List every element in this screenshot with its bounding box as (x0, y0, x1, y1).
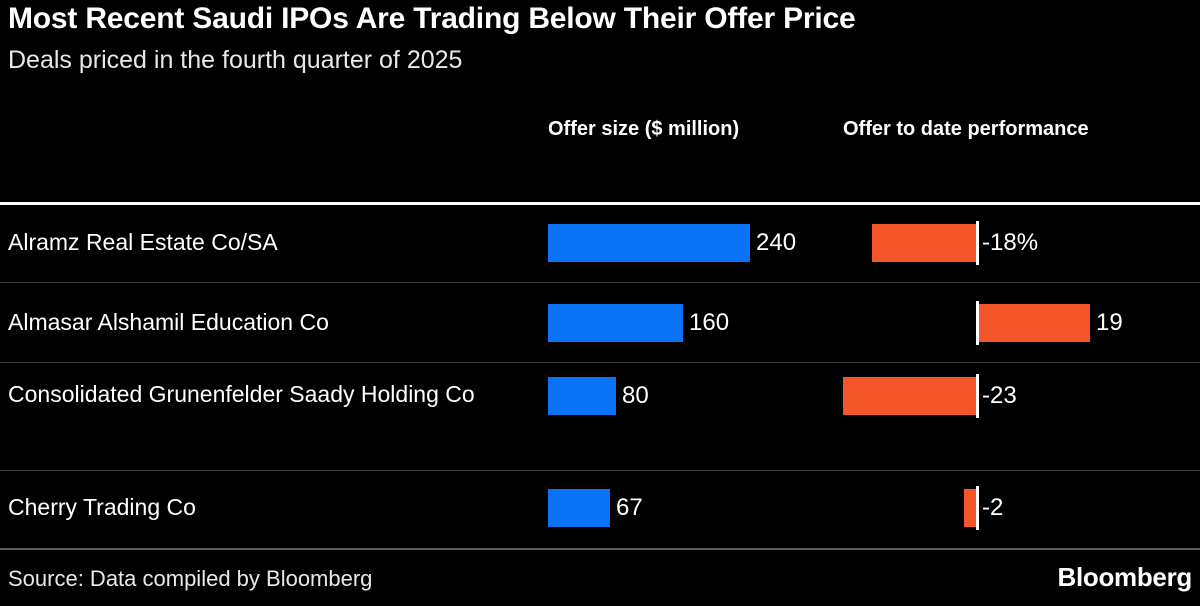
zero-line (976, 374, 979, 418)
offer-size-cell: 160 (548, 304, 808, 342)
row-divider (0, 362, 1200, 363)
header-divider (0, 202, 1200, 205)
row-label: Consolidated Grunenfelder Saady Holding … (8, 381, 475, 407)
offer-size-cell: 240 (548, 224, 808, 262)
offer-size-value: 240 (756, 229, 797, 256)
row-label: Almasar Alshamil Education Co (8, 309, 329, 335)
offer-size-bar (548, 304, 683, 342)
offer-size-cell: 67 (548, 489, 808, 527)
row-divider (0, 282, 1200, 283)
row-label: Alramz Real Estate Co/SA (8, 229, 278, 255)
performance-bar (976, 304, 1090, 342)
table-row: Alramz Real Estate Co/SA 240 -18% (0, 205, 1200, 282)
table-row: Cherry Trading Co 67 -2 (0, 473, 1200, 548)
row-label: Cherry Trading Co (8, 494, 196, 520)
performance-value: -18% (982, 229, 1039, 256)
performance-bar (843, 377, 976, 415)
offer-size-bar (548, 489, 610, 527)
zero-line (976, 486, 979, 530)
offer-size-bar (548, 377, 616, 415)
table-row: Consolidated Grunenfelder Saady Holding … (0, 365, 1200, 470)
offer-size-value: 80 (622, 382, 649, 409)
performance-cell: -23 (843, 374, 1143, 418)
performance-bar (872, 224, 976, 262)
performance-cell: -18% (843, 221, 1143, 265)
footer-divider (0, 548, 1200, 550)
row-divider (0, 470, 1200, 471)
chart-title: Most Recent Saudi IPOs Are Trading Below… (8, 2, 856, 35)
performance-value: -23 (982, 382, 1017, 409)
table-row: Almasar Alshamil Education Co 160 19 (0, 285, 1200, 362)
offer-size-value: 67 (616, 494, 643, 521)
source-note: Source: Data compiled by Bloomberg (8, 566, 373, 591)
offer-size-bar (548, 224, 750, 262)
performance-value: -2 (982, 494, 1004, 521)
zero-line (976, 301, 979, 345)
bloomberg-logo: Bloomberg (1057, 562, 1192, 592)
offer-size-value: 160 (689, 309, 730, 336)
performance-cell: -2 (843, 486, 1143, 530)
column-header-performance: Offer to date performance (843, 118, 1089, 140)
zero-line (976, 221, 979, 265)
offer-size-cell: 80 (548, 377, 808, 415)
performance-cell: 19 (843, 301, 1163, 345)
chart-subtitle: Deals priced in the fourth quarter of 20… (8, 46, 463, 74)
performance-value: 19 (1096, 309, 1123, 336)
column-header-offer-size: Offer size ($ million) (548, 118, 740, 140)
performance-bar (964, 489, 976, 527)
